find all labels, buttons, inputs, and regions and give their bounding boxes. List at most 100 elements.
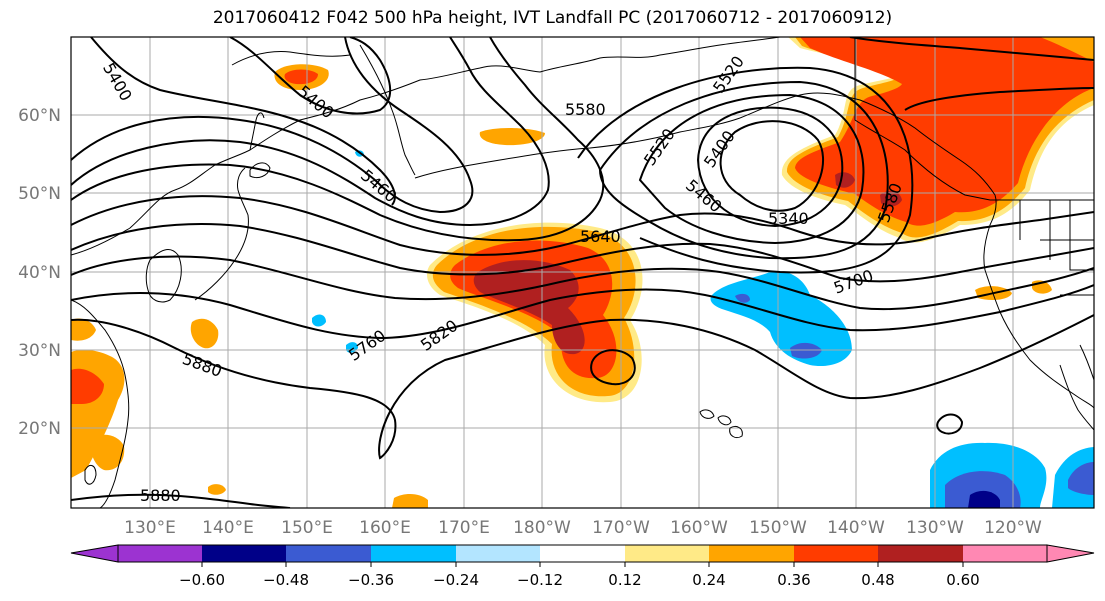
lat-label: 30°N (18, 341, 61, 361)
colorbar-tick-label: −0.48 (263, 571, 309, 589)
lon-label: 150°E (281, 518, 333, 538)
colorbar-tick-label: −0.12 (517, 571, 563, 589)
lon-label: 160°E (359, 518, 411, 538)
contour-label: 5460 (682, 176, 725, 217)
coastlines (71, 37, 1094, 508)
lon-label: 140°E (202, 518, 254, 538)
contour-small-closed (590, 349, 636, 386)
ivt-patch-westedge-red (71, 368, 104, 404)
colorbar-seg (286, 545, 371, 562)
lon-label: 180°W (513, 518, 571, 538)
contour-5460-west (71, 37, 474, 214)
lon-label: 170°E (438, 518, 490, 538)
colorbar-seg (540, 545, 625, 562)
contour-label: 5400 (99, 60, 136, 105)
colorbar-tick-label: 0.48 (861, 571, 894, 589)
contour-5520-east (598, 80, 889, 260)
colorbar: −0.60 −0.48 −0.36 −0.24 −0.12 0.12 0.24 … (70, 544, 1095, 589)
contour-label: 5760 (345, 326, 389, 365)
contour-5580-ne (904, 87, 1094, 111)
colorbar-seg (118, 545, 202, 562)
contour-label: 5580 (565, 100, 606, 119)
coast-mexico (1079, 344, 1094, 381)
coast-hawaii (699, 409, 743, 439)
lon-label: 160°W (670, 518, 728, 538)
colorbar-seg (878, 545, 963, 562)
shading-layer (71, 37, 1094, 508)
us-states (1019, 200, 1094, 296)
coast-japan (194, 167, 249, 301)
ivt-cool-central-dark2 (790, 342, 822, 359)
contour-5640 (71, 195, 1094, 256)
colorbar-tick-label: 0.60 (946, 571, 979, 589)
contour-5580-east (577, 66, 914, 274)
ivt-alaska-red (795, 37, 1094, 226)
lat-label: 50°N (18, 184, 61, 204)
contour-5880-south (71, 493, 291, 508)
contour-5880 (71, 314, 1094, 460)
lon-label: 140°W (827, 518, 885, 538)
ivt-cool-se-dark (945, 471, 1021, 508)
colorbar-tick-label: 0.24 (692, 571, 725, 589)
lon-label: 130°W (906, 518, 964, 538)
colorbar-tick-label: 0.36 (777, 571, 810, 589)
map-title: 2017060412 F042 500 hPa height, IVT Land… (212, 8, 893, 28)
ivt-cool-se-darker (968, 490, 1000, 508)
colorbar-seg (794, 545, 878, 562)
lat-label: 20°N (18, 419, 61, 439)
ivt-cool-east-edge-dark (1068, 462, 1094, 495)
ivt-patch-sw2 (208, 484, 226, 495)
ivt-patch-west-top (71, 318, 96, 341)
contour-5400-east (696, 106, 844, 228)
ivt-patch-westedge2 (90, 434, 125, 471)
ivt-patch-sw (392, 494, 428, 508)
colorbar-tick-label: −0.60 (179, 571, 225, 589)
contour-label: 5520 (709, 52, 748, 96)
coast-aleutians (414, 117, 741, 179)
coast-sakhalin (249, 112, 265, 151)
lat-labels: 60°N 50°N 40°N 30°N 20°N (18, 106, 61, 439)
colorbar-frame (117, 544, 1048, 563)
plot-frame (70, 36, 1095, 509)
contour-5400-west (90, 37, 396, 206)
coast-asia (71, 67, 481, 256)
lon-label: 170°W (592, 518, 650, 538)
coast-baja (1059, 364, 1094, 431)
colorbar-seg (709, 545, 794, 562)
height-contours (71, 37, 1094, 508)
lon-label: 150°W (749, 518, 807, 538)
contour-5700 (71, 223, 1094, 283)
contour-5340 (719, 120, 825, 212)
contour-5760 (71, 255, 1094, 311)
ivt-cool-small1 (312, 314, 326, 327)
contour-label: 5640 (580, 227, 621, 246)
contour-5520-nw (849, 37, 1094, 61)
contour-5580-west (71, 37, 605, 242)
contour-label: 5880 (140, 486, 181, 505)
coast-china-east (71, 299, 130, 508)
contour-5820 (71, 284, 1094, 340)
coast-taiwan (84, 464, 97, 485)
colorbar-seg (625, 545, 709, 562)
contour-label: 5820 (417, 316, 461, 355)
colorbar-seg (202, 545, 286, 562)
lon-label: 130°E (124, 518, 176, 538)
canada-border (854, 37, 991, 201)
colorbar-extend-right (1046, 544, 1095, 563)
contour-5400-west-b (229, 37, 392, 115)
graticule (71, 37, 1094, 508)
contour-label: 5340 (768, 209, 809, 228)
ivt-patch-kamchatka-red (284, 69, 318, 85)
ivt-cool-central-light (710, 271, 852, 367)
lat-label: 60°N (18, 106, 61, 126)
contour-label: 5880 (180, 349, 225, 381)
coast-korea (145, 249, 182, 303)
colorbar-tick-label: −0.24 (433, 571, 479, 589)
coast-kamchatka (359, 44, 416, 176)
coast-japan-n (249, 162, 271, 179)
ivt-patch-nw-pacific (190, 318, 219, 349)
lon-labels: 130°E 140°E 150°E 160°E 170°E 180°W 170°… (124, 518, 1042, 538)
colorbar-seg (371, 545, 456, 562)
coast-alaska-west (479, 37, 781, 73)
